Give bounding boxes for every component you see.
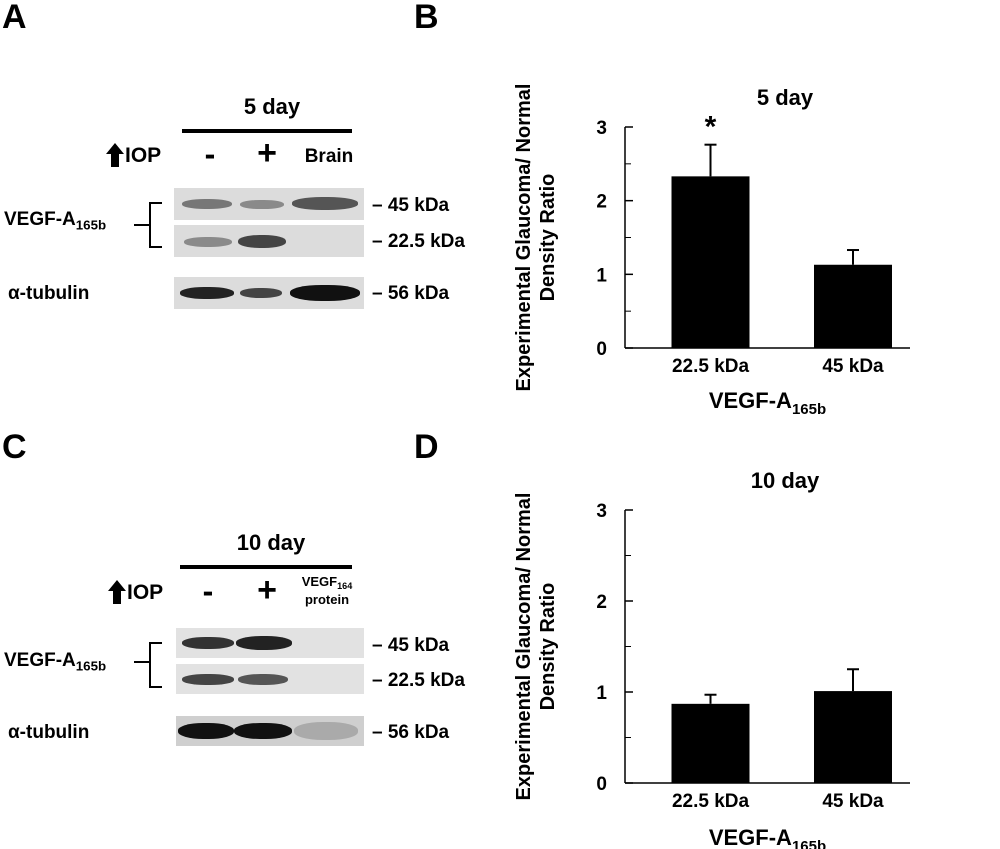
blot-band [240, 200, 284, 209]
iop-label: IOP [125, 144, 162, 167]
x-tick-label: 45 kDa [822, 356, 884, 377]
bar [814, 264, 892, 348]
y-axis-label: Experimental Glaucoma/ Normal Density Rat… [513, 493, 559, 801]
x-tick-label: 22.5 kDa [672, 356, 750, 377]
bar [671, 703, 750, 783]
chart-title: 5 day [757, 85, 814, 110]
significance-marker: * [705, 111, 717, 144]
kda-marker-56: – 56 kDa [372, 722, 450, 743]
vegf-label: VEGF-A165b [4, 650, 107, 674]
blot-band [182, 674, 234, 685]
blot-band [184, 237, 232, 247]
iop-label: IOP [127, 581, 164, 604]
bar [671, 176, 750, 348]
blot-strip-45kda [176, 628, 364, 658]
blot-band [238, 235, 286, 248]
y-tick-label: 2 [596, 592, 607, 613]
blot-band [240, 288, 282, 298]
blot-band [180, 287, 234, 299]
blot-band [234, 723, 292, 739]
chart-b: 5 day 0 1 2 3 Experimental Glaucoma/ Normal De… [513, 84, 910, 418]
arrow-up-icon [106, 143, 124, 167]
blot-strip-tubulin [174, 277, 364, 309]
timepoint-underline [182, 129, 352, 133]
kda-marker-45: – 45 kDa [372, 635, 450, 656]
lane-minus-label: - [204, 136, 216, 172]
lane-plus-label: + [257, 134, 277, 172]
blot-band [182, 637, 234, 649]
y-tick-label: 1 [596, 683, 607, 704]
blot-timepoint-title: 5 day [243, 94, 301, 119]
kda-marker-45: – 45 kDa [372, 195, 450, 216]
panel-letter-c: C [2, 428, 27, 466]
kda-marker-22: – 22.5 kDa [372, 670, 465, 691]
lane-brain-label: Brain [304, 146, 354, 167]
chart-d: 10 day 0 1 2 3 Experimental Glaucoma/ Normal D… [513, 468, 910, 849]
blot-band [178, 723, 234, 739]
blot-timepoint-title: 10 day [236, 530, 306, 555]
y-tick-label: 0 [596, 339, 607, 360]
y-axis-label: Experimental Glaucoma/ Normal Density Rat… [513, 84, 559, 392]
panel-letter-d: D [414, 428, 439, 466]
panel-letter-a: A [2, 0, 27, 36]
arrow-up-icon [108, 580, 126, 604]
vegf-bracket [134, 642, 162, 688]
panel-letter-b: B [414, 0, 439, 36]
blot-strip-22kda [174, 225, 364, 257]
bar [814, 691, 892, 783]
blot-strip-45kda [174, 188, 364, 220]
timepoint-underline [180, 565, 352, 569]
x-axis-label: VEGF-A165b [709, 825, 826, 849]
x-axis-label: VEGF-A165b [709, 388, 826, 418]
x-tick-label: 45 kDa [822, 791, 884, 812]
kda-marker-56: – 56 kDa [372, 283, 450, 304]
blot-band [290, 285, 360, 301]
blot-strip-22kda [176, 664, 364, 694]
blot-band [182, 199, 232, 209]
y-tick-label: 2 [596, 192, 607, 213]
tubulin-label: α-tubulin [8, 283, 90, 304]
y-tick-label: 0 [596, 774, 607, 795]
lane-vegf164-label: VEGF164 protein [301, 574, 353, 608]
x-tick-label: 22.5 kDa [672, 791, 750, 812]
vegf-label: VEGF-A165b [4, 209, 107, 233]
lane-minus-label: - [202, 573, 214, 609]
y-tick-label: 3 [596, 118, 607, 139]
vegf-bracket [134, 202, 162, 248]
y-tick-label: 3 [596, 501, 607, 522]
blot-band [292, 197, 358, 210]
blot-strip-tubulin [176, 716, 364, 746]
blot-band [294, 722, 358, 740]
tubulin-label: α-tubulin [8, 722, 90, 743]
blot-band [238, 674, 288, 685]
blot-band [236, 636, 292, 650]
kda-marker-22: – 22.5 kDa [372, 231, 465, 252]
lane-plus-label: + [257, 571, 277, 609]
y-tick-label: 1 [596, 265, 607, 286]
chart-title: 10 day [751, 468, 820, 493]
